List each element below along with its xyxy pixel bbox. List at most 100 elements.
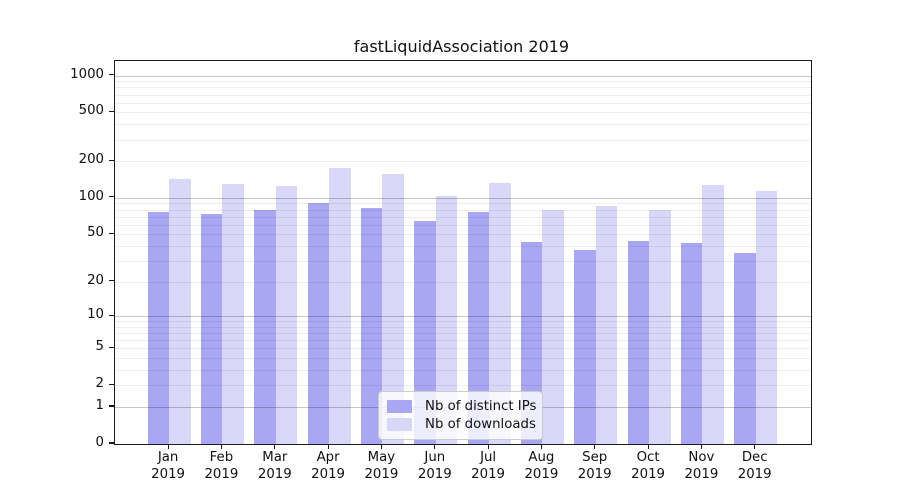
y-tick-label: 2 [95,376,104,392]
bar-downloads-mar [275,185,298,444]
x-tick-year: 2019 [471,466,506,482]
minor-gridline [114,161,811,163]
y-tick-label: 0 [95,435,104,450]
minor-gridline [114,102,811,104]
x-tick-month: Jan [157,450,179,465]
legend-swatch [387,418,412,431]
y-tick-mark [109,442,114,444]
y-tick-mark [109,383,114,385]
x-tick-month: Jun [424,450,446,465]
y-tick-mark [109,314,114,316]
minor-gridline [114,87,811,89]
x-tick-mark [594,444,596,449]
minor-gridline [114,94,811,96]
x-tick-mark [167,444,169,449]
y-tick-label: 200 [78,152,104,168]
bar-downloads-dec [755,190,778,444]
y-tick-label: 10 [87,307,104,323]
x-tick-label-jan: Jan 2019 [141,450,195,483]
x-tick-label-nov: Nov 2019 [674,450,728,483]
bar-downloads-jan [169,179,191,444]
x-tick-mark [647,444,649,449]
minor-gridline [114,112,811,114]
x-tick-year: 2019 [684,466,719,482]
x-tick-month: Nov [688,450,715,465]
y-tick-label: 20 [87,272,104,288]
x-tick-mark [327,444,329,449]
x-tick-month: Oct [636,450,660,465]
y-tick-label: 1 [95,398,104,413]
y-tick-label: 100 [78,188,104,204]
x-tick-month: Mar [262,450,288,465]
bar-distinct-ips-jul [467,211,490,444]
x-tick-year: 2019 [257,466,292,482]
x-tick-month: Apr [316,450,340,465]
bar-downloads-aug [542,210,564,444]
bar-distinct-ips-nov [680,243,703,444]
x-tick-year: 2019 [631,466,666,482]
chart-title: fastLiquidAssociation 2019 [353,37,570,56]
bar-downloads-feb [222,184,244,444]
y-tick-mark [109,110,114,112]
x-tick-year: 2019 [204,466,239,482]
bar-downloads-may [382,173,404,444]
x-tick-label-apr: Apr 2019 [301,450,355,483]
x-tick-month: Dec [741,450,768,465]
x-tick-label-mar: Mar 2019 [248,450,302,483]
x-tick-mark [274,444,276,449]
y-tick-mark [109,159,114,161]
bar-distinct-ips-feb [200,213,223,444]
legend-row: Nb of downloads [387,416,536,433]
x-tick-label-oct: Oct 2019 [621,450,675,483]
bar-downloads-sep [595,206,618,444]
x-tick-month: Sep [582,450,608,465]
x-tick-mark [754,444,756,449]
x-tick-year: 2019 [311,466,346,482]
legend-label: Nb of distinct IPs [425,399,537,414]
x-tick-year: 2019 [524,466,559,482]
minor-gridline [114,81,811,83]
bar-downloads-jun [435,196,458,444]
y-tick-mark [109,405,114,407]
plot-area [113,59,812,445]
bar-downloads-nov [702,184,724,444]
x-tick-label-jun: Jun 2019 [408,450,462,483]
x-tick-year: 2019 [577,466,612,482]
bar-distinct-ips-mar [254,210,276,444]
legend: Nb of distinct IPs Nb of downloads [378,391,543,440]
x-tick-label-may: May 2019 [354,450,408,483]
x-tick-label-dec: Dec 2019 [728,450,782,483]
y-tick-mark [109,73,114,76]
bar-distinct-ips-jan [147,211,170,444]
x-tick-month: May [367,450,396,465]
legend-label: Nb of downloads [425,417,536,432]
x-tick-month: Jul [480,450,497,465]
y-tick-label: 1000 [70,66,104,82]
minor-gridline [114,124,811,126]
x-tick-mark [380,444,382,449]
bar-distinct-ips-apr [307,203,330,444]
y-tick-mark [109,346,114,348]
bar-distinct-ips-jun [414,220,436,444]
major-gridline [114,75,811,77]
x-tick-month: Aug [528,450,555,465]
x-tick-year: 2019 [151,466,186,482]
y-tick-label: 50 [87,225,104,241]
bar-downloads-oct [649,210,671,444]
y-tick-mark [109,232,114,234]
legend-row: Nb of distinct IPs [387,398,537,415]
x-tick-month: Feb [209,450,234,465]
minor-gridline [114,139,811,141]
bar-downloads-jul [489,182,511,444]
x-tick-mark [540,444,542,449]
y-tick-mark [109,196,114,198]
x-tick-mark [220,444,222,449]
bar-distinct-ips-may [360,207,383,444]
x-tick-label-sep: Sep 2019 [568,450,622,483]
x-tick-mark [700,444,702,449]
x-tick-mark [434,444,436,449]
y-tick-mark [109,280,114,282]
x-tick-label-jul: Jul 2019 [461,450,515,483]
bar-distinct-ips-dec [734,252,756,444]
